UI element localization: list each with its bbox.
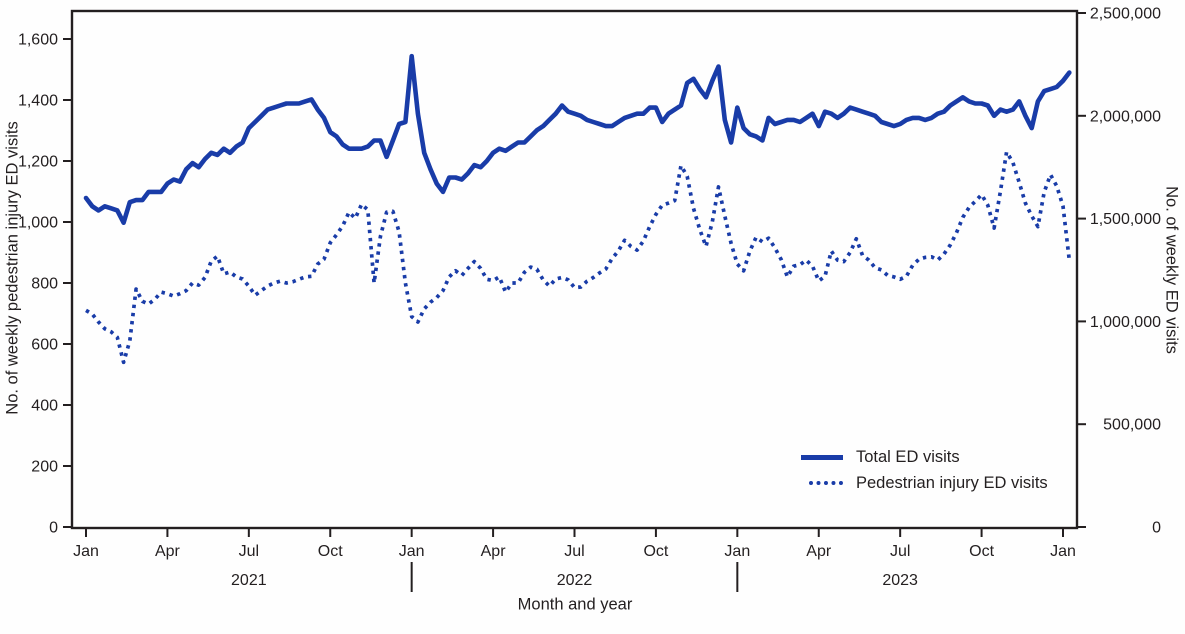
svg-text:1,600: 1,600 (18, 32, 58, 49)
legend: Total ED visits Pedestrian injury ED vis… (801, 449, 1048, 491)
svg-text:1,400: 1,400 (18, 93, 58, 110)
svg-text:2021: 2021 (231, 572, 267, 589)
svg-text:Apr: Apr (806, 543, 832, 560)
svg-text:1,500,000: 1,500,000 (1090, 211, 1161, 228)
svg-text:Jul: Jul (564, 543, 584, 560)
svg-text:800: 800 (31, 276, 58, 293)
svg-text:Oct: Oct (969, 543, 994, 560)
y-axis-left-title-text: No. of weekly pedestrian injury ED visit… (3, 121, 22, 415)
svg-text:2,000,000: 2,000,000 (1090, 108, 1161, 125)
svg-text:Jul: Jul (239, 543, 259, 560)
svg-text:Jan: Jan (724, 543, 750, 560)
dotted-line-key-icon (809, 480, 843, 485)
svg-text:2,500,000: 2,500,000 (1090, 6, 1161, 23)
svg-text:0: 0 (1152, 520, 1161, 537)
svg-text:1,200: 1,200 (18, 154, 58, 171)
svg-text:Apr: Apr (481, 543, 507, 560)
svg-text:0: 0 (49, 520, 58, 537)
legend-label-total: Total ED visits (856, 448, 960, 466)
svg-text:Jan: Jan (1050, 543, 1076, 560)
svg-text:Jul: Jul (890, 543, 910, 560)
y-axis-right-title-text: No. of weekly ED visits (1162, 186, 1181, 354)
legend-label-pedestrian: Pedestrian injury ED visits (856, 473, 1048, 492)
legend-item-pedestrian: Pedestrian injury ED visits (801, 473, 1048, 492)
svg-text:Jan: Jan (399, 543, 425, 560)
svg-text:500,000: 500,000 (1103, 417, 1161, 434)
svg-text:Jan: Jan (73, 543, 99, 560)
svg-text:400: 400 (31, 398, 58, 415)
svg-text:1,000: 1,000 (18, 215, 58, 232)
svg-text:Apr: Apr (155, 543, 181, 560)
svg-text:Oct: Oct (318, 543, 343, 560)
svg-text:Oct: Oct (643, 543, 668, 560)
svg-text:1,000,000: 1,000,000 (1090, 314, 1161, 331)
x-axis-title: Month and year (517, 595, 633, 614)
svg-text:2022: 2022 (557, 572, 593, 589)
svg-text:600: 600 (31, 337, 58, 354)
solid-line-key-icon (801, 454, 843, 460)
legend-item-total: Total ED visits (801, 449, 1048, 466)
svg-text:2023: 2023 (882, 572, 918, 589)
svg-text:200: 200 (31, 459, 58, 476)
